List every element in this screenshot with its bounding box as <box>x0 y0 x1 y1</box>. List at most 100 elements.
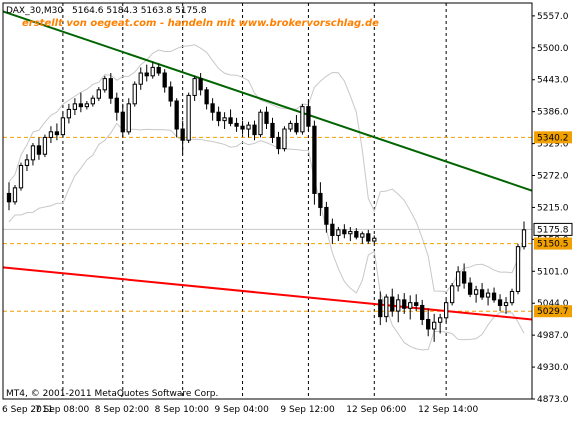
candle-body-up <box>150 66 155 77</box>
candle <box>390 288 395 317</box>
time-tick-label: 9 Sep 04:00 <box>215 405 270 415</box>
candle <box>366 229 371 244</box>
candle-body-down <box>36 145 42 155</box>
candles <box>6 61 527 342</box>
candle-body-up <box>132 83 137 105</box>
candle <box>521 221 527 250</box>
price-tick-label: 4873.0 <box>537 395 569 405</box>
candle-body-down <box>204 89 209 105</box>
candle <box>473 285 479 303</box>
grid-lines <box>62 3 447 399</box>
candle-body-down <box>276 136 281 150</box>
candle <box>348 227 353 242</box>
candle-body-up <box>444 302 449 319</box>
candle-body-down <box>497 299 503 306</box>
candle-body-up <box>449 285 455 304</box>
candle-body-up <box>408 302 413 309</box>
candle <box>252 120 257 141</box>
candle-body-up <box>90 97 95 105</box>
candle-body-down <box>264 111 269 124</box>
candle <box>90 95 95 107</box>
candle-body-down <box>414 302 419 306</box>
level-price-tag-bg <box>534 305 572 318</box>
candle <box>120 103 125 138</box>
candle <box>210 98 215 121</box>
candle <box>432 313 437 342</box>
candle <box>144 64 149 82</box>
time-tick-label: 12 Sep 06:00 <box>346 405 406 415</box>
candle-body-up <box>126 103 131 133</box>
candle-body-down <box>54 131 60 136</box>
candle-body-up <box>455 271 461 287</box>
candle-body-down <box>461 271 467 284</box>
candle-body-up <box>485 292 491 298</box>
candle <box>186 92 191 144</box>
candle-body-down <box>479 289 485 298</box>
candle-body-up <box>66 108 72 119</box>
level-price-tag: 5340.2 <box>534 131 572 144</box>
candle-body-down <box>366 233 371 242</box>
candle <box>150 61 155 79</box>
level-price-tag-label: 5029.7 <box>537 307 569 317</box>
candle-body-up <box>348 231 353 235</box>
candle-body-up <box>186 94 191 141</box>
candle <box>264 106 269 130</box>
candle-body-up <box>396 299 401 312</box>
candle <box>24 154 30 172</box>
level-price-tag-label: 5150.5 <box>537 240 569 250</box>
candle <box>497 294 503 312</box>
candle <box>204 87 209 110</box>
candle-body-up <box>503 302 509 306</box>
candle-body-up <box>258 111 263 136</box>
candle <box>300 103 305 135</box>
trendline-lower <box>2 266 533 321</box>
candle <box>312 120 317 205</box>
candle-body-down <box>168 86 173 102</box>
candle <box>48 126 54 144</box>
candle-body-up <box>24 159 30 166</box>
candle <box>420 299 425 326</box>
time-tick-label: 8 Sep 02:00 <box>95 405 150 415</box>
candle <box>336 227 341 242</box>
candle-body-up <box>372 237 377 242</box>
candle-body-up <box>246 124 251 130</box>
price-tags: 5340.2 5150.5 5029.7 5175.8 <box>533 131 573 318</box>
level-price-tag-label: 5340.2 <box>537 133 569 143</box>
candle <box>485 288 491 306</box>
candle-body-down <box>228 117 233 124</box>
candle <box>396 294 401 323</box>
current-price-tag-label: 5175.8 <box>537 225 569 235</box>
candle-body-down <box>390 296 395 312</box>
price-tick-label: 5329.0 <box>537 140 569 150</box>
candle-body-down <box>198 78 203 91</box>
candle <box>342 224 347 239</box>
candle <box>84 101 89 110</box>
candle-body-up <box>138 72 143 85</box>
candle-body-up <box>42 136 48 155</box>
candle-body-down <box>174 100 179 130</box>
ohlc-values: 5164.6 5184.3 5163.8 5175.8 <box>72 6 207 16</box>
price-tick-label: 5044.0 <box>537 299 569 309</box>
candle <box>18 162 24 191</box>
candle-body-down <box>270 122 275 138</box>
candle-body-down <box>216 111 221 122</box>
copyright-text: MT4, © 2001-2011 MetaQuotes Software Cor… <box>6 389 218 399</box>
candle <box>414 294 419 312</box>
candle-body-up <box>84 103 89 108</box>
candle-body-down <box>312 125 317 194</box>
candle <box>240 120 245 135</box>
candle-body-down <box>467 282 473 295</box>
candle <box>78 92 84 113</box>
bollinger-lower <box>8 122 525 351</box>
candle-body-down <box>354 231 359 238</box>
candle-body-down <box>240 125 245 130</box>
candle <box>12 185 18 205</box>
candle-body-up <box>432 321 437 330</box>
candle-body-down <box>144 72 149 77</box>
price-tick-label: 4987.0 <box>537 331 569 341</box>
candle <box>444 299 449 323</box>
price-tick-label: 5386.0 <box>537 108 569 118</box>
candle <box>515 243 521 295</box>
